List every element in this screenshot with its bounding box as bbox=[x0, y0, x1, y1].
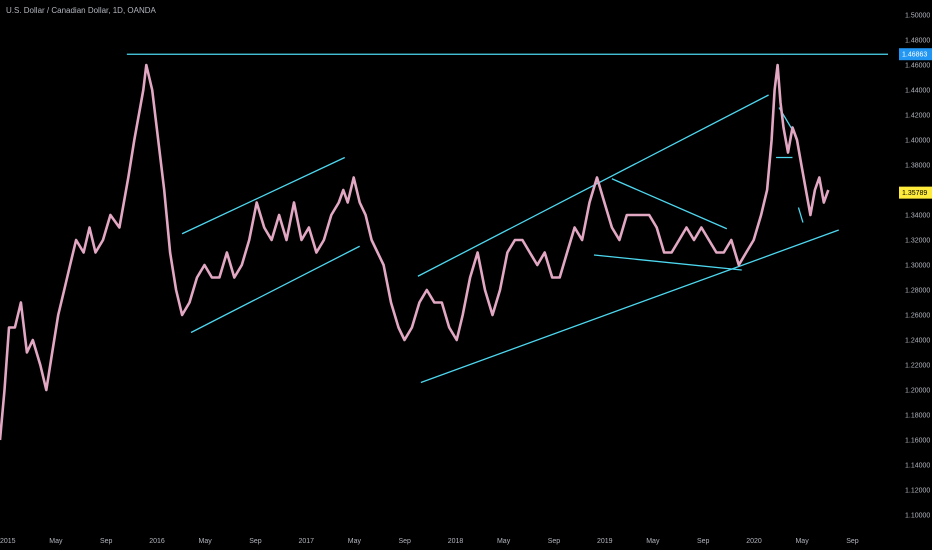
y-tick-label: 1.14000 bbox=[905, 463, 930, 470]
trendline-1 bbox=[181, 156, 346, 235]
y-tick-label: 1.20000 bbox=[905, 388, 930, 395]
price-label-high-bg bbox=[899, 48, 932, 61]
x-tick-label: Sep bbox=[249, 538, 262, 545]
x-tick-label: May bbox=[795, 538, 809, 545]
trendline-2 bbox=[190, 245, 360, 334]
x-tick-label: Sep bbox=[548, 538, 561, 545]
y-tick-label: 1.50000 bbox=[905, 13, 930, 20]
y-tick-label: 1.48000 bbox=[905, 38, 930, 45]
y-tick-label: 1.10000 bbox=[905, 513, 930, 520]
y-tick-label: 1.32000 bbox=[905, 238, 930, 245]
x-tick-label: May bbox=[49, 538, 63, 545]
x-tick-label: 2016 bbox=[149, 538, 165, 545]
x-tick-label: 2020 bbox=[746, 538, 762, 545]
x-tick-label: May bbox=[497, 538, 511, 545]
price-series bbox=[0, 63, 830, 441]
price-line-0 bbox=[0, 63, 830, 441]
y-tick-label: 1.44000 bbox=[905, 88, 930, 95]
y-tick-label: 1.18000 bbox=[905, 413, 930, 420]
chart-title: U.S. Dollar / Canadian Dollar, 1D, OANDA bbox=[6, 6, 156, 15]
y-tick-label: 1.16000 bbox=[905, 438, 930, 445]
price-label-last: 1.35789 bbox=[902, 190, 927, 197]
y-tick-label: 1.28000 bbox=[905, 288, 930, 295]
y-tick-label: 1.26000 bbox=[905, 313, 930, 320]
x-tick-label: Sep bbox=[697, 538, 710, 545]
trendline-5 bbox=[611, 178, 728, 230]
trendline-4 bbox=[420, 229, 839, 384]
y-tick-label: 1.42000 bbox=[905, 113, 930, 120]
x-tick-label: Sep bbox=[846, 538, 859, 545]
y-tick-label: 1.40000 bbox=[905, 138, 930, 145]
y-tick-label: 1.46000 bbox=[905, 63, 930, 70]
y-axis: 1.50000 1.48000 1.46000 1.44000 1.42000 1.400… bbox=[905, 13, 930, 520]
y-tick-label: 1.34000 bbox=[905, 213, 930, 220]
x-tick-label: 2019 bbox=[597, 538, 613, 545]
x-tick-label: 2015 bbox=[0, 538, 16, 545]
x-tick-label: 2018 bbox=[448, 538, 464, 545]
y-tick-label: 1.22000 bbox=[905, 363, 930, 370]
trendlines bbox=[126, 53, 888, 384]
price-label-last-bg bbox=[899, 186, 932, 199]
x-tick-label: May bbox=[198, 538, 212, 545]
y-tick-label: 1.38000 bbox=[905, 163, 930, 170]
plot-background bbox=[0, 0, 888, 550]
y-tick-label: 1.30000 bbox=[905, 263, 930, 270]
price-label-high: 1.46863 bbox=[902, 52, 927, 59]
trendline-6 bbox=[593, 254, 742, 271]
y-tick-label: 1.24000 bbox=[905, 338, 930, 345]
price-labels: 1.46863 1.35789 bbox=[899, 48, 932, 199]
x-tick-label: Sep bbox=[398, 538, 411, 545]
x-tick-label: Sep bbox=[100, 538, 113, 545]
y-tick-label: 1.12000 bbox=[905, 488, 930, 495]
x-tick-label: May bbox=[348, 538, 362, 545]
trendline-9 bbox=[797, 207, 804, 223]
x-axis: 2015 May Sep 2016 May Sep 2017 May Sep 2018 May Sep… bbox=[0, 538, 859, 545]
x-tick-label: 2017 bbox=[298, 538, 314, 545]
x-tick-label: May bbox=[646, 538, 660, 545]
